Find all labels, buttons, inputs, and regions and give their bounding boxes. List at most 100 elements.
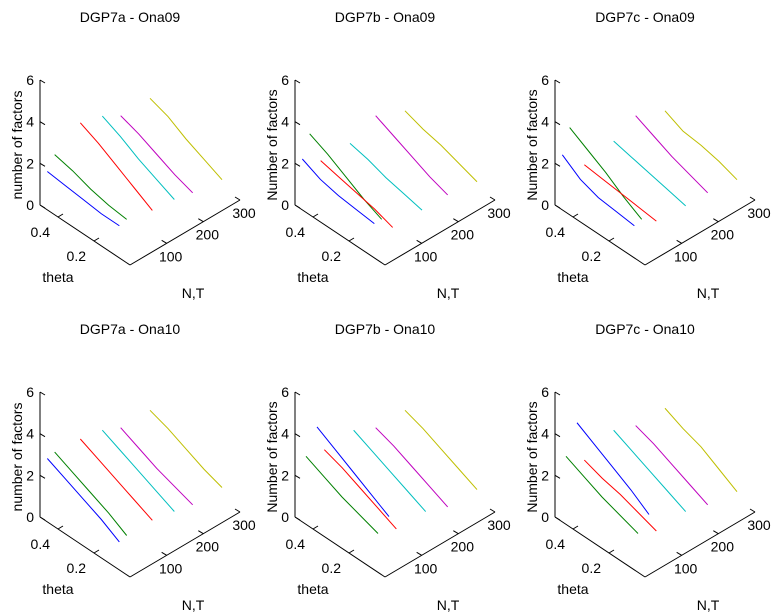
z-tick	[39, 391, 46, 396]
x-axis-label: theta	[42, 581, 73, 597]
z-tick	[39, 204, 46, 209]
y-tick-label: 100	[414, 560, 438, 576]
x-tick	[608, 237, 615, 242]
y-tick	[489, 196, 496, 201]
y-axis	[129, 511, 241, 578]
z-tick	[294, 121, 301, 126]
y-tick-label: 300	[487, 205, 511, 221]
z-tick	[294, 433, 301, 438]
data-line	[349, 142, 423, 211]
z-tick-label: 4	[541, 426, 549, 442]
x-tick	[572, 213, 579, 218]
x-axis	[294, 204, 386, 266]
data-line	[316, 426, 390, 517]
y-tick-label: 200	[711, 539, 735, 555]
x-tick	[312, 525, 319, 530]
data-line	[583, 459, 657, 532]
x-axis	[39, 204, 131, 266]
x-tick-label: 0.4	[286, 224, 306, 240]
z-tick-label: 2	[541, 467, 549, 483]
y-tick	[713, 530, 719, 535]
x-tick-label: 0.4	[31, 536, 51, 552]
x-axis	[39, 516, 131, 578]
y-tick-label: 200	[196, 539, 220, 555]
y-axis-label: N,T	[437, 597, 460, 613]
x-tick	[572, 525, 579, 530]
z-tick-label: 0	[26, 509, 34, 525]
x-tick	[608, 549, 615, 554]
y-tick	[453, 218, 459, 223]
y-tick	[749, 196, 756, 201]
data-line	[375, 427, 449, 508]
subplot: DGP7b - Ona09 0 2 4 6 0.2 0.4 100 200 300 theta N,T…	[264, 9, 511, 301]
x-tick	[348, 237, 355, 242]
z-tick	[554, 391, 561, 396]
x-axis	[554, 204, 646, 266]
chart-title: DGP7a - Ona09	[80, 9, 181, 25]
data-line	[664, 407, 738, 492]
y-tick	[161, 239, 167, 244]
data-line	[320, 160, 394, 228]
z-axis-label: Number of factors	[524, 89, 540, 200]
x-axis	[554, 516, 646, 578]
data-line	[54, 154, 127, 220]
z-tick	[39, 516, 46, 521]
y-tick-label: 100	[674, 248, 698, 264]
z-tick-label: 2	[281, 155, 289, 171]
z-tick	[39, 121, 46, 126]
x-tick-label: 0.2	[67, 248, 87, 264]
z-tick	[39, 162, 46, 167]
x-axis-label: theta	[297, 269, 328, 285]
y-tick-label: 300	[487, 517, 511, 533]
y-tick	[416, 239, 422, 244]
data-line	[47, 171, 120, 227]
subplot: DGP7a - Ona10 0 2 4 6 0.2 0.4 100 200 300 theta N,T…	[9, 321, 256, 613]
y-tick	[198, 530, 204, 535]
data-line	[54, 451, 128, 536]
chart-title: DGP7c - Ona09	[595, 9, 695, 25]
data-line	[120, 427, 194, 506]
data-line	[635, 425, 709, 506]
x-tick	[348, 549, 355, 554]
z-tick	[294, 204, 301, 209]
y-tick	[453, 530, 459, 535]
data-line	[301, 158, 375, 225]
y-tick-label: 200	[196, 227, 220, 243]
x-tick-label: 0.2	[322, 248, 342, 264]
y-tick-label: 100	[159, 248, 183, 264]
data-line	[635, 115, 709, 194]
y-axis	[644, 199, 756, 266]
x-tick-label: 0.4	[31, 224, 51, 240]
y-axis-label: N,T	[182, 285, 205, 301]
z-tick-label: 6	[541, 384, 549, 400]
subplot: DGP7c - Ona09 0 2 4 6 0.2 0.4 100 200 300 theta N,T…	[524, 9, 771, 301]
z-axis-label: number of factors	[9, 91, 25, 200]
z-tick-label: 0	[541, 197, 549, 213]
z-tick-label: 2	[281, 467, 289, 483]
y-tick-label: 100	[159, 560, 183, 576]
z-tick	[39, 433, 46, 438]
x-tick-label: 0.2	[582, 248, 602, 264]
y-axis	[384, 199, 496, 266]
z-axis-label: Number of factors	[264, 401, 280, 512]
z-tick-label: 4	[541, 114, 549, 130]
z-tick	[554, 474, 561, 479]
y-tick	[676, 551, 682, 556]
data-line	[613, 429, 687, 512]
data-line	[79, 438, 153, 521]
data-line	[576, 422, 650, 515]
z-tick-label: 2	[26, 155, 34, 171]
z-tick-label: 4	[281, 114, 289, 130]
chart-title: DGP7c - Ona10	[595, 321, 695, 337]
data-line	[101, 429, 175, 512]
x-tick	[312, 213, 319, 218]
z-tick-label: 6	[26, 384, 34, 400]
data-line	[404, 110, 478, 183]
y-tick	[161, 551, 167, 556]
z-tick	[554, 516, 561, 521]
chart-title: DGP7a - Ona10	[80, 321, 181, 337]
z-tick	[554, 121, 561, 126]
x-axis-label: theta	[557, 269, 588, 285]
y-tick-label: 300	[747, 517, 771, 533]
